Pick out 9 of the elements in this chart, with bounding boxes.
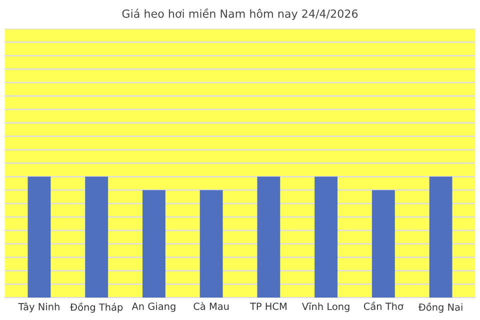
x-tick-label: Cần Thơ [364, 302, 404, 310]
x-tick-label: An Giang [132, 302, 176, 312]
x-tick-label: TP HCM [250, 302, 286, 310]
chart-title: Giá heo hơi miền Nam hôm nay 24/4/2026 [122, 8, 358, 20]
x-tick-label: Đồng Nai [418, 302, 462, 313]
x-tick-label: Đồng Tháp [70, 302, 123, 313]
x-tick-label: Tây Ninh [18, 302, 60, 312]
x-tick-label: Vĩnh Long [302, 302, 350, 312]
x-tick-label: Cà Mau [194, 302, 229, 310]
